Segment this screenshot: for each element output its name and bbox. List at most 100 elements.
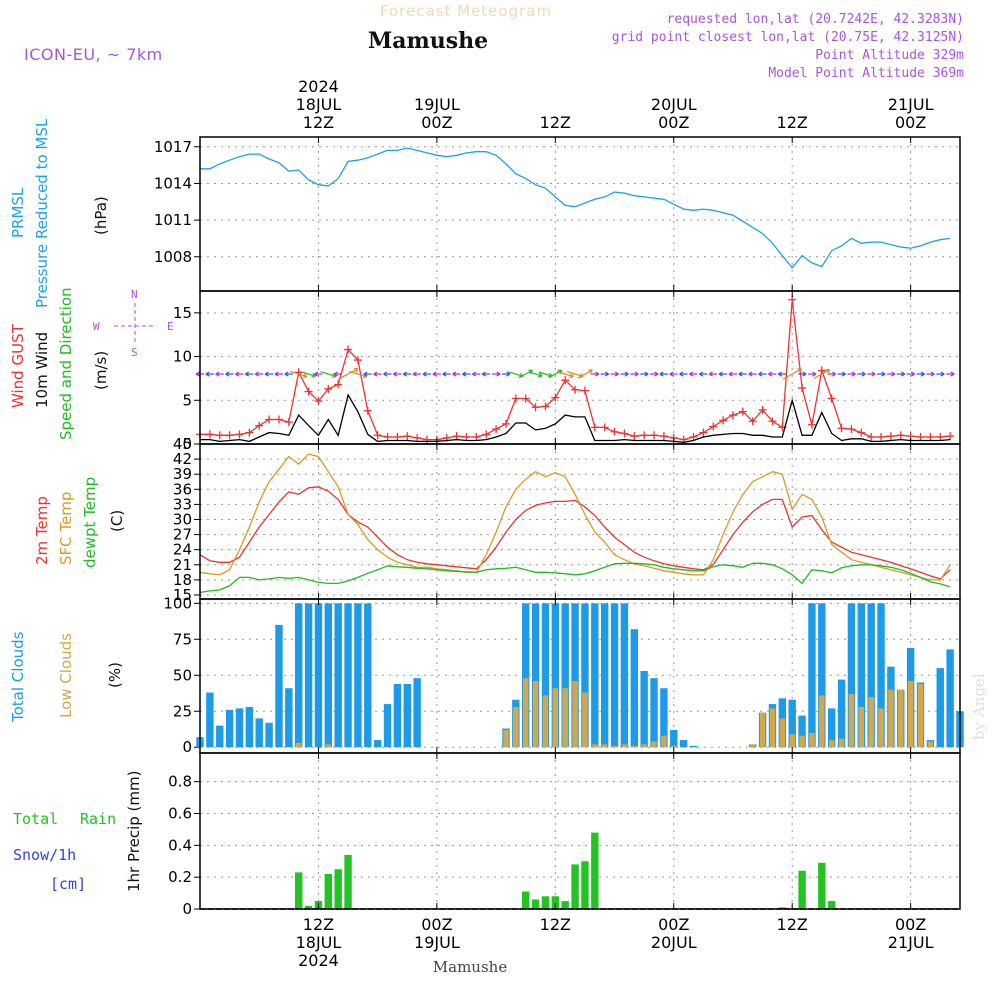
gust-marker	[413, 433, 422, 442]
wind-gust-label: Wind GUST	[9, 323, 27, 408]
bar	[641, 744, 647, 748]
wind-arrowhead	[699, 371, 704, 377]
wind-arrowhead	[538, 372, 543, 378]
top-day-label: 20JUL	[651, 95, 697, 114]
bar	[561, 603, 569, 748]
gust-marker	[857, 428, 866, 437]
bar	[581, 861, 589, 909]
bar	[888, 689, 894, 748]
wind-arrow	[508, 371, 524, 377]
y-tick-label: 0.8	[168, 773, 192, 791]
y-tick-label: 10	[173, 348, 192, 366]
gust-marker	[719, 416, 728, 425]
wind-arrowhead	[496, 371, 501, 377]
bar	[917, 683, 924, 748]
ms-unit-label: (m/s)	[92, 351, 110, 390]
wind-arrowhead	[311, 372, 317, 378]
wind-arrowhead	[768, 371, 773, 377]
top-hour-label: 00Z	[895, 113, 926, 132]
bar	[216, 725, 224, 748]
wind-arrowhead	[708, 371, 713, 377]
bar	[650, 678, 658, 748]
wind-arrowhead	[812, 371, 817, 377]
gust-marker	[877, 433, 886, 442]
bar	[661, 735, 667, 748]
gust-marker	[383, 433, 392, 442]
bar	[877, 603, 885, 748]
panel-frame	[199, 752, 961, 910]
y-tick-label: 30	[173, 510, 192, 528]
gust-marker	[334, 380, 343, 389]
total-label: Total	[13, 810, 58, 828]
wind-arrow	[566, 370, 584, 378]
bar	[601, 744, 608, 748]
bar	[946, 649, 954, 748]
bar	[788, 699, 796, 748]
bar	[808, 603, 816, 748]
bottom-hour-label: 12Z	[303, 915, 334, 934]
bar	[503, 729, 509, 748]
bar	[868, 696, 874, 748]
bar	[383, 704, 392, 748]
wind-arrowhead	[604, 371, 609, 377]
bar	[245, 706, 254, 748]
wind-arrowhead	[930, 371, 935, 377]
gust-marker	[630, 432, 639, 441]
temp-sfc-label: SFC Temp	[57, 492, 75, 565]
wind-arrowhead	[689, 371, 694, 377]
gust-marker	[541, 402, 550, 411]
bottom-hour-label: 12Z	[540, 915, 571, 934]
gust-markers	[196, 295, 955, 444]
wind-arrowhead	[778, 371, 783, 377]
wind-arrowhead	[748, 371, 753, 377]
bar	[898, 689, 904, 748]
bottom-day-label: 19JUL	[414, 933, 460, 952]
bar	[858, 706, 865, 748]
gust-marker	[423, 435, 432, 444]
wind-arrowhead	[412, 371, 417, 377]
bar	[571, 864, 579, 909]
gust-marker	[265, 415, 274, 424]
wind-arrow	[782, 368, 802, 380]
bar	[523, 678, 529, 748]
gust-marker	[817, 366, 826, 375]
panel-frame	[199, 443, 961, 600]
y-tick-label: 21	[173, 556, 192, 574]
y-tick-label: 36	[173, 480, 192, 498]
bar	[531, 603, 540, 748]
series-pressure	[200, 147, 951, 269]
model-label: ICON-EU, ~ 7km	[24, 45, 163, 64]
wind-arrow	[301, 371, 316, 377]
bar	[324, 873, 333, 909]
wind-10m-label: 10m Wind	[33, 332, 51, 408]
gust-marker	[768, 417, 777, 426]
gust-marker	[284, 418, 293, 427]
wind-compass: N S W E	[93, 288, 174, 359]
gust-marker	[363, 406, 372, 415]
bar	[334, 869, 342, 909]
bar	[798, 715, 806, 748]
bottom-day-label: 18JUL	[296, 933, 342, 952]
wind-arrowhead	[920, 371, 925, 377]
point-altitude: Point Altitude 329m	[815, 48, 964, 63]
series-wind-gust	[200, 299, 951, 441]
wind-arrowhead	[718, 371, 723, 377]
gust-marker	[225, 431, 234, 440]
gust-marker	[896, 431, 905, 440]
wind-arrowhead	[254, 371, 259, 377]
bar	[542, 695, 549, 748]
wind-arrowhead	[393, 371, 398, 377]
y-tick-label: 42	[173, 450, 192, 468]
bottom-hour-label: 00Z	[421, 915, 452, 934]
bar	[572, 681, 578, 748]
pressure-labels: PRMSL Pressure Reduced to MSL (hPa)	[9, 118, 110, 308]
bar	[798, 870, 806, 909]
series-total-rain	[295, 832, 836, 909]
pressure-msl-label: Pressure Reduced to MSL	[33, 118, 51, 308]
top-day-label: 19JUL	[414, 95, 460, 114]
wind-arrowhead	[644, 371, 649, 377]
wind-arrowhead	[314, 371, 319, 377]
gust-marker	[807, 420, 816, 429]
gust-marker	[304, 387, 313, 396]
